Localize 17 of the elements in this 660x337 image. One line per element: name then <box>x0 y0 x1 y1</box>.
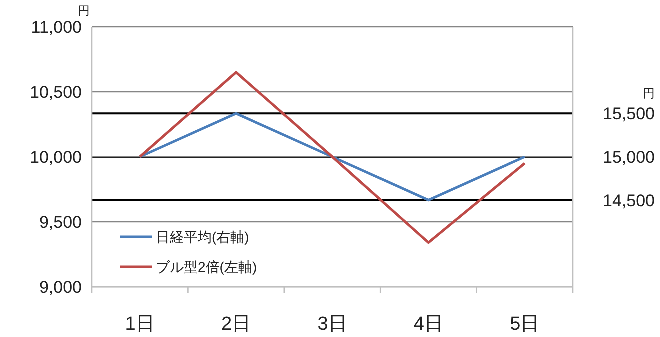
y-tick-label: 11,000 <box>31 18 82 37</box>
y2-axis-title: 円 <box>643 86 655 101</box>
x-tick-label: 4日 <box>414 314 444 335</box>
y-tick-label: 10,500 <box>30 83 82 102</box>
y2-tick-label: 15,500 <box>603 104 655 124</box>
x-tick-label: 1日 <box>125 314 155 335</box>
y-tick-label: 10,000 <box>30 148 82 167</box>
y-axis-title: 円 <box>78 4 90 18</box>
legend-label: ブル型2倍(左軸) <box>156 259 258 275</box>
y2-tick-label: 14,500 <box>603 191 655 210</box>
x-tick-label: 2日 <box>222 314 252 335</box>
x-tick-label: 3日 <box>318 314 348 335</box>
x-tick-label: 5日 <box>510 314 540 335</box>
y-tick-label: 9,000 <box>39 278 82 297</box>
y2-tick-label: 15,000 <box>603 148 655 167</box>
y-tick-label: 9,500 <box>39 213 82 232</box>
legend-label: 日経平均(右軸) <box>156 229 250 245</box>
